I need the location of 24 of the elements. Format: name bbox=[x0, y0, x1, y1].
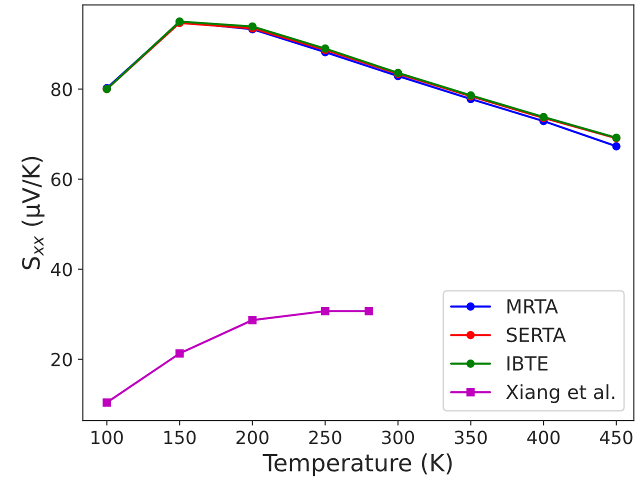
point bbox=[612, 142, 621, 150]
x-axis-title: Temperature (K) bbox=[262, 453, 452, 476]
x-tick-label: 300 bbox=[382, 430, 414, 444]
point bbox=[248, 316, 257, 324]
x-tick-label: 400 bbox=[527, 430, 560, 444]
x-tick-label: 250 bbox=[309, 430, 342, 444]
x-tick-label: 200 bbox=[236, 430, 268, 444]
point bbox=[364, 306, 374, 316]
legend-label: IBTE bbox=[507, 356, 548, 370]
point bbox=[102, 398, 111, 407]
y-tick-label: 60 bbox=[51, 172, 72, 186]
x-tick-label: 450 bbox=[600, 430, 632, 444]
y-tick-label: 80 bbox=[51, 82, 72, 96]
point bbox=[321, 306, 330, 316]
legend-label: SERTA bbox=[506, 327, 566, 342]
x-tick-label: 150 bbox=[164, 430, 196, 444]
y-tick-label: 20 bbox=[51, 352, 72, 366]
legend-label: MRTA bbox=[507, 299, 558, 314]
x-tick-label: 100 bbox=[92, 430, 123, 444]
x-tick-label: 350 bbox=[454, 430, 487, 444]
legend-label: Xiang et al. bbox=[506, 384, 614, 404]
point bbox=[175, 349, 184, 358]
y-axis-title: S$_{xx}$ (μV/K) bbox=[22, 156, 44, 270]
y-tick-label: 40 bbox=[50, 262, 72, 276]
